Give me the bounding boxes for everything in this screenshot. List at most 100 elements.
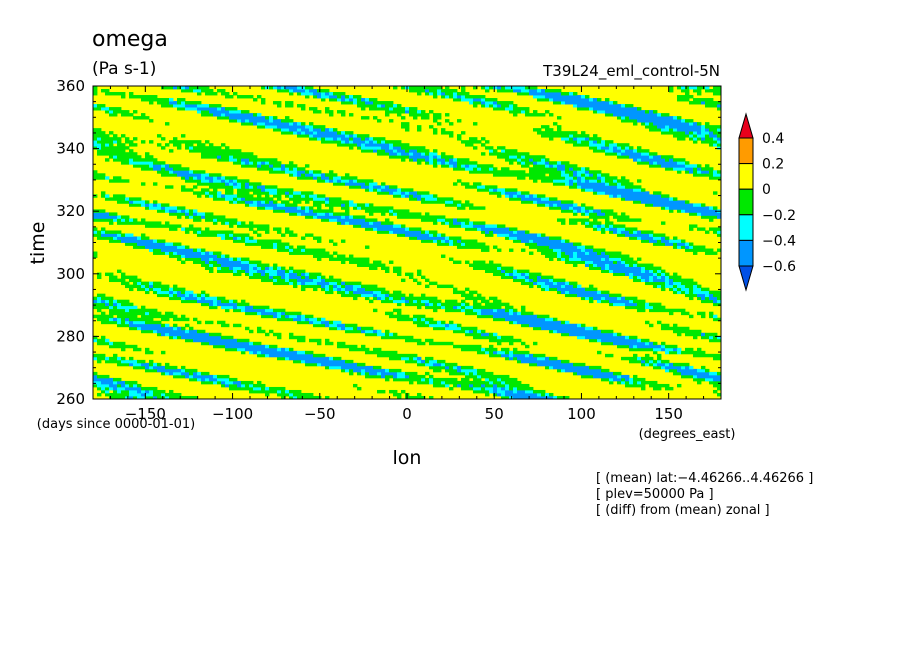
- field-cell: [673, 116, 678, 120]
- field-cell: [649, 161, 654, 165]
- field-cell: [521, 248, 526, 252]
- field-cell: [709, 131, 714, 135]
- field-cell: [469, 221, 474, 225]
- field-cell: [105, 176, 110, 180]
- field-cell: [301, 287, 306, 292]
- field-cell: [445, 221, 450, 225]
- field-cell: [621, 176, 626, 180]
- field-cell: [297, 170, 306, 174]
- field-cell: [117, 299, 130, 304]
- field-cell: [441, 362, 446, 367]
- field-cell: [573, 170, 578, 174]
- field-cell: [165, 185, 174, 189]
- field-cell: [305, 170, 310, 174]
- field-cell: [597, 263, 606, 267]
- field-cell: [645, 305, 654, 310]
- field-cell: [365, 371, 370, 376]
- field-cell: [253, 305, 270, 310]
- field-cell: [485, 383, 494, 388]
- field-cell: [225, 107, 238, 111]
- field-cell: [489, 104, 494, 108]
- field-cell: [417, 392, 422, 397]
- field-cell: [705, 101, 721, 105]
- field-cell: [289, 128, 298, 132]
- field-cell: [97, 392, 102, 397]
- field-cell: [561, 368, 566, 373]
- field-cell: [373, 293, 378, 298]
- field-cell: [353, 179, 358, 183]
- field-cell: [609, 293, 622, 298]
- field-cell: [365, 332, 378, 337]
- field-cell: [601, 257, 606, 261]
- field-cell: [705, 134, 710, 138]
- field-cell: [93, 86, 98, 90]
- field-cell: [441, 254, 446, 258]
- field-cell: [717, 233, 721, 237]
- field-cell: [625, 146, 630, 150]
- field-cell: [393, 104, 398, 108]
- field-cell: [533, 161, 538, 165]
- field-cell: [469, 290, 478, 295]
- field-cell: [545, 164, 550, 168]
- field-cell: [249, 383, 254, 388]
- field-cell: [241, 161, 246, 165]
- field-cell: [305, 314, 314, 319]
- field-cell: [545, 128, 554, 132]
- field-cell: [497, 266, 502, 270]
- field-cell: [661, 359, 670, 364]
- field-cell: [321, 176, 330, 180]
- field-cell: [317, 257, 322, 261]
- field-cell: [257, 269, 266, 273]
- field-cell: [389, 191, 394, 195]
- field-cell: [369, 371, 378, 376]
- field-cell: [141, 98, 170, 102]
- field-cell: [581, 206, 586, 210]
- field-cell: [409, 380, 414, 385]
- field-cell: [577, 107, 590, 111]
- field-cell: [277, 317, 294, 322]
- field-cell: [533, 389, 546, 394]
- field-cell: [661, 365, 666, 370]
- field-cell: [337, 341, 346, 346]
- field-cell: [489, 230, 494, 234]
- field-cell: [625, 233, 650, 237]
- field-cell: [165, 143, 170, 147]
- field-cell: [233, 155, 258, 159]
- field-cell: [477, 371, 494, 376]
- field-cell: [169, 335, 174, 340]
- field-cell: [621, 194, 662, 198]
- field-cell: [389, 185, 398, 189]
- field-cell: [581, 296, 586, 301]
- field-cell: [149, 140, 154, 144]
- field-cell: [529, 323, 578, 328]
- field-cell: [673, 197, 678, 201]
- field-cell: [105, 302, 110, 307]
- field-cell: [205, 293, 210, 298]
- field-cell: [621, 212, 626, 216]
- field-cell: [465, 287, 470, 292]
- field-cell: [497, 341, 502, 346]
- field-cell: [165, 251, 170, 255]
- field-cell: [637, 179, 642, 183]
- field-cell: [489, 188, 494, 192]
- field-cell: [381, 140, 386, 144]
- field-cell: [517, 161, 522, 165]
- field-cell: [489, 344, 494, 349]
- field-cell: [601, 377, 610, 382]
- field-cell: [653, 155, 662, 159]
- field-cell: [597, 191, 606, 195]
- field-cell: [625, 263, 630, 267]
- field-cell: [433, 308, 438, 313]
- field-cell: [289, 392, 294, 397]
- field-cell: [601, 179, 606, 183]
- field-cell: [705, 377, 714, 382]
- field-cell: [497, 86, 502, 90]
- field-cell: [445, 95, 450, 99]
- field-cell: [97, 230, 102, 234]
- field-cell: [349, 368, 354, 373]
- field-cell: [217, 107, 222, 111]
- field-cell: [201, 302, 210, 307]
- field-cell: [401, 188, 414, 192]
- field-cell: [249, 329, 254, 334]
- field-cell: [617, 116, 622, 120]
